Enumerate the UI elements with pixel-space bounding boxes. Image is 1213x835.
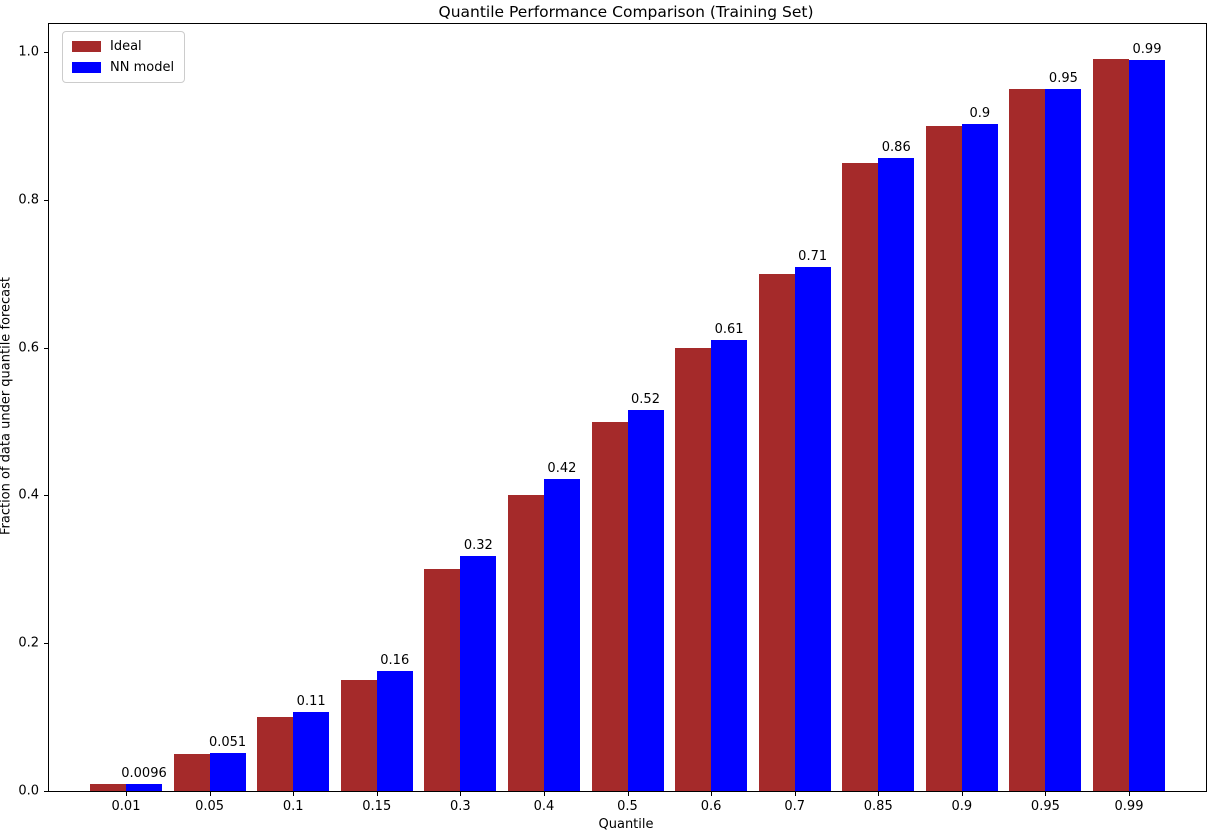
x-tick-label: 0.01 [111, 799, 141, 814]
legend-swatch-nn-model [72, 62, 101, 73]
bar-nn-model [126, 783, 162, 791]
x-tick-mark [1129, 792, 1130, 796]
x-tick-label: 0.9 [951, 799, 973, 814]
bar-value-label: 0.051 [208, 735, 247, 751]
bar-value-label: 0.86 [881, 139, 911, 155]
y-tick-label: 1.0 [18, 44, 39, 60]
plot-area: 0.0096 0.01 0.051 0.05 0.11 0.1 0.16 0.15 0.32 0.… [18, 23, 1207, 814]
y-tick-mark [44, 791, 48, 792]
bar-ideal [758, 273, 795, 791]
x-tick-label: 0.1 [282, 799, 304, 814]
x-tick-label: 0.7 [784, 799, 805, 814]
y-tick-mark [44, 199, 48, 201]
x-tick-label: 0.3 [449, 799, 471, 814]
y-tick-mark [44, 495, 48, 497]
bar-ideal [90, 783, 126, 791]
bar-ideal [1009, 89, 1046, 791]
y-tick-label: 0.0 [18, 783, 39, 799]
x-tick-mark [293, 792, 295, 796]
y-tick-label: 0.4 [18, 487, 39, 503]
x-tick-mark [460, 792, 462, 796]
bar-ideal [591, 421, 628, 791]
legend-item-ideal: Ideal [72, 39, 174, 54]
x-tick-label: 0.4 [533, 799, 555, 814]
x-axis-label: Quantile [598, 817, 654, 832]
bar-ideal [675, 347, 712, 791]
bar-nn-model [209, 753, 246, 791]
bar-nn-model [1045, 89, 1082, 791]
x-tick-mark [376, 792, 378, 796]
bar-value-label: 0.99 [1132, 42, 1162, 58]
x-tick-label: 0.15 [362, 799, 392, 814]
bar-ideal [257, 717, 294, 791]
x-tick-label: 0.5 [617, 799, 638, 814]
y-tick-mark [44, 52, 48, 54]
bar-nn-model [711, 339, 748, 791]
bar-nn-model [293, 711, 330, 791]
bar-ideal [925, 125, 962, 791]
chart-title: Quantile Performance Comparison (Trainin… [438, 3, 814, 21]
x-tick-mark [794, 792, 796, 796]
x-tick-label: 0.6 [700, 799, 722, 814]
x-tick-mark [878, 792, 880, 796]
y-tick-mark [44, 347, 48, 349]
legend-label-nn-model: NN model [110, 60, 175, 75]
bar-nn-model [961, 124, 998, 791]
legend-swatch-ideal [72, 41, 101, 52]
legend: Ideal NN model [62, 31, 186, 83]
y-tick-label: 0.6 [18, 340, 39, 356]
bar-nn-model [794, 267, 831, 791]
legend-item-nn-model: NN model [72, 60, 174, 75]
y-tick-mark [44, 643, 48, 645]
bar-nn-model [376, 670, 413, 791]
x-tick-label: 0.99 [1114, 799, 1144, 814]
bar-value-label: 0.61 [714, 321, 744, 337]
x-tick-mark [961, 792, 963, 796]
bar-ideal [173, 754, 210, 791]
bar-value-label: 0.0096 [121, 765, 167, 781]
bar-ideal [507, 495, 544, 791]
bar-nn-model [1129, 60, 1165, 791]
y-axis-label: Fraction of data under quantile forecast [0, 276, 14, 536]
x-tick-mark [126, 792, 127, 796]
bar-nn-model [543, 479, 580, 791]
x-tick-mark [209, 792, 211, 796]
bar-value-label: 0.71 [798, 249, 828, 265]
x-tick-label: 0.95 [1030, 799, 1060, 814]
bar-value-label: 0.42 [547, 461, 577, 477]
x-tick-mark [711, 792, 713, 796]
bar-nn-model [878, 157, 915, 791]
bar-value-label: 0.16 [380, 652, 410, 668]
bar-value-label: 0.9 [969, 106, 991, 122]
bar-ideal [340, 680, 377, 791]
bar-value-label: 0.52 [631, 391, 660, 407]
bar-value-label: 0.95 [1048, 71, 1078, 87]
x-tick-mark [543, 792, 545, 796]
bar-value-label: 0.32 [463, 538, 493, 554]
y-tick-label: 0.2 [18, 635, 39, 651]
x-tick-mark [1045, 792, 1047, 796]
x-tick-label: 0.05 [195, 799, 225, 814]
bar-value-label: 0.11 [296, 693, 326, 709]
x-tick-mark [627, 792, 629, 796]
bar-nn-model [460, 556, 497, 791]
bar-ideal [424, 569, 461, 791]
bar-ideal [1093, 59, 1129, 791]
bar-ideal [842, 162, 879, 791]
y-tick-label: 0.8 [18, 192, 39, 208]
legend-label-ideal: Ideal [110, 39, 142, 54]
x-tick-label: 0.85 [863, 799, 893, 814]
bar-nn-model [627, 409, 664, 791]
